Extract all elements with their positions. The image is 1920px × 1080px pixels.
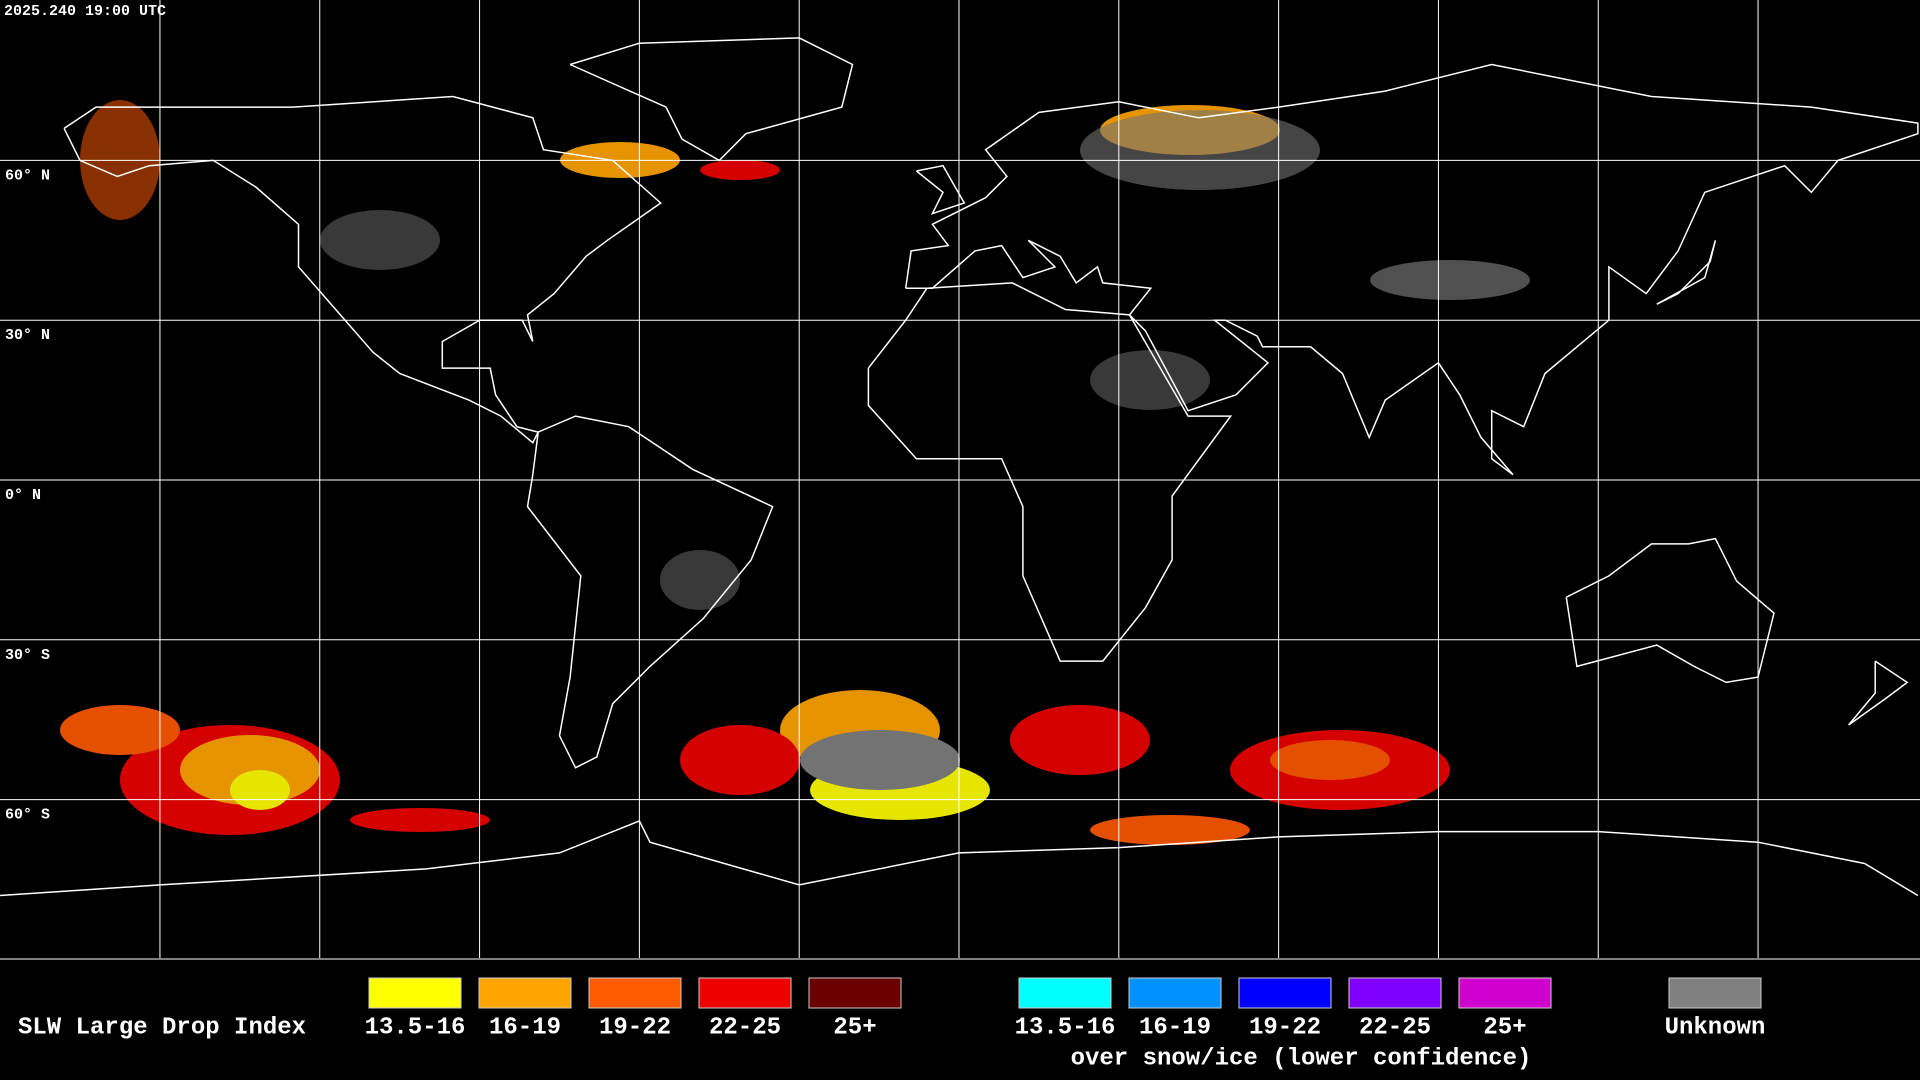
- legend-swatch: [1128, 977, 1222, 1009]
- lat-label: 30° N: [5, 327, 50, 344]
- legend-label: 25+: [833, 1014, 876, 1041]
- legend-label: 16-19: [489, 1014, 561, 1041]
- legend-swatch: [1238, 977, 1332, 1009]
- legend-swatch: [1668, 977, 1762, 1009]
- coastline: [1848, 660, 1909, 726]
- lat-label: 60° S: [5, 807, 50, 824]
- lat-label: 0° N: [5, 487, 41, 504]
- legend-caption: over snow/ice (lower confidence): [1071, 1045, 1532, 1072]
- coastline: [915, 164, 966, 215]
- legend-title: SLW Large Drop Index: [18, 1014, 306, 1041]
- lat-label: 30° S: [5, 647, 50, 664]
- coastline: [1656, 240, 1717, 305]
- timestamp: 2025.240 19:00 UTC: [4, 3, 166, 20]
- legend-label: 13.5-16: [365, 1014, 466, 1041]
- coastline: [0, 819, 1919, 897]
- lat-labels: 60° N 30° N 0° N 30° S 60° S: [5, 167, 50, 823]
- legend-swatch: [1458, 977, 1552, 1009]
- legend-label: Unknown: [1665, 1014, 1766, 1041]
- coastline: [904, 63, 1919, 476]
- legend-label: 13.5-16: [1015, 1014, 1116, 1041]
- legend-label: 19-22: [1249, 1014, 1321, 1041]
- legend-label: 22-25: [709, 1014, 781, 1041]
- legend-swatch: [808, 977, 902, 1009]
- coastline: [63, 95, 662, 444]
- legend-swatch: [478, 977, 572, 1009]
- legend-label: 16-19: [1139, 1014, 1211, 1041]
- coastlines: [0, 37, 1919, 897]
- legend-swatch: [698, 977, 792, 1009]
- legend-swatch: [588, 977, 682, 1009]
- legend-label: 25+: [1483, 1014, 1526, 1041]
- legend-swatch: [1018, 977, 1112, 1009]
- graticule: [0, 0, 1920, 960]
- coastline: [526, 415, 774, 769]
- legend-label: 19-22: [599, 1014, 671, 1041]
- cloud-field: [60, 100, 1530, 845]
- coastline: [569, 37, 854, 162]
- legend-swatch: [1348, 977, 1442, 1009]
- legend: SLW Large Drop Index 13.5-16 16-19 19-22 22…: [18, 977, 1766, 1072]
- lat-label: 60° N: [5, 167, 50, 184]
- legend-swatch: [368, 977, 462, 1009]
- legend-label: 22-25: [1359, 1014, 1431, 1041]
- coastline: [867, 282, 1233, 662]
- coastline: [1565, 537, 1775, 684]
